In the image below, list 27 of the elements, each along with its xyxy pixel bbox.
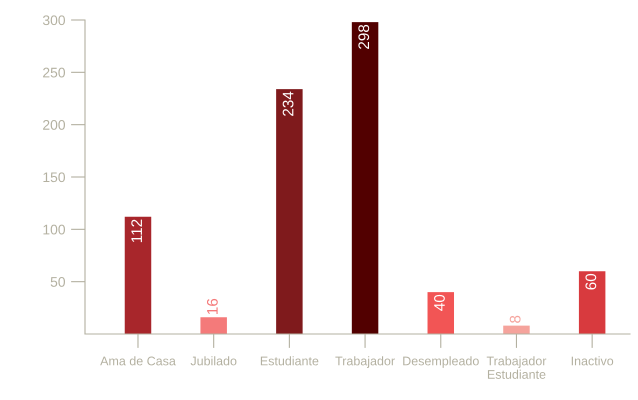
bar (428, 292, 454, 334)
x-tick-label: Trabajador (335, 356, 395, 368)
bar (503, 326, 530, 334)
x-tick-label: Ama de Casa (100, 356, 176, 366)
y-tick-label: 250 (43, 68, 66, 78)
x-tick-label: Estudiante (260, 356, 318, 366)
data-label: 8 (510, 316, 521, 323)
x-tick-label: Trabajador Estudiante (486, 356, 546, 379)
y-tick-label: 300 (42, 15, 66, 26)
y-tick-label: 100 (43, 224, 66, 235)
bar (276, 89, 303, 334)
data-label: 234 (282, 92, 294, 116)
y-tick-label: 200 (43, 120, 66, 130)
x-tick-label: Inactivo (572, 356, 614, 366)
y-tick-label: 50 (50, 277, 66, 287)
bar (200, 317, 227, 334)
data-label: 298 (358, 24, 370, 49)
y-tick-label: 150 (43, 172, 66, 182)
data-label: 60 (585, 274, 596, 290)
bar (352, 22, 378, 334)
x-tick-label: Jubilado (190, 356, 236, 366)
bar (124, 216, 152, 334)
data-label: 112 (131, 220, 142, 242)
data-label: 40 (434, 294, 445, 311)
data-label: 16 (206, 298, 218, 314)
x-tick-label: Desempleado (403, 356, 479, 368)
bar (578, 271, 606, 334)
